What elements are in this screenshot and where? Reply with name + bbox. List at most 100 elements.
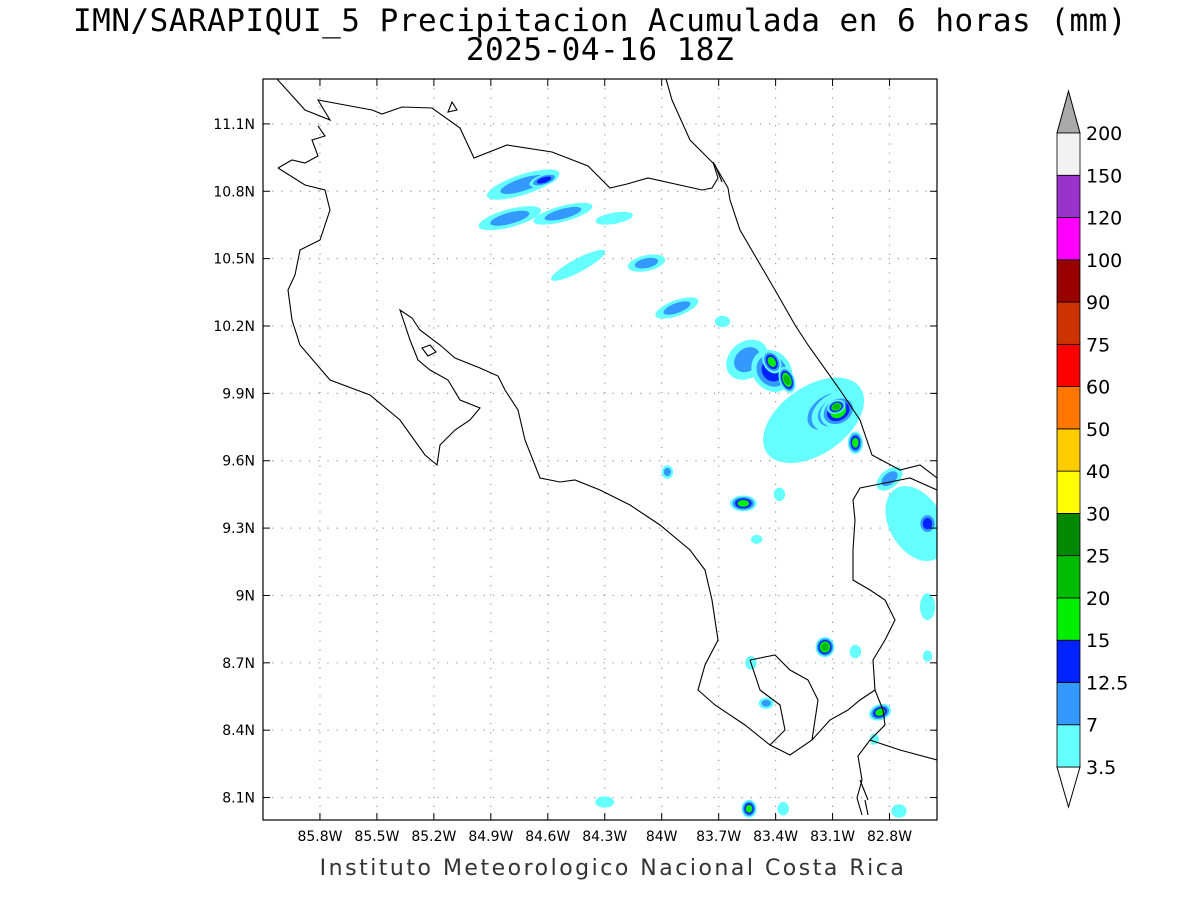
precip-cell (758, 697, 774, 709)
precip-cell (922, 650, 933, 662)
colorbar-swatch (1056, 597, 1081, 641)
panama-pacific-coast (869, 739, 937, 761)
colorbar-label: 90 (1086, 292, 1110, 314)
precip-contour (891, 804, 907, 818)
colorbar-swatch (1056, 513, 1081, 557)
precip-cell (847, 431, 863, 454)
precip-contour (745, 804, 753, 813)
lat-label: 10.5N (213, 252, 255, 268)
lon-label: 83.4W (753, 829, 798, 845)
precip-contour (551, 249, 606, 281)
precip-contour (777, 802, 789, 816)
lat-label: 9.6N (222, 454, 255, 470)
precip-cell (849, 644, 862, 659)
nicaragua-border (277, 125, 326, 169)
precip-cell (741, 799, 757, 818)
colorbar-label: 60 (1086, 377, 1110, 399)
precip-contour (737, 499, 750, 507)
precip-contour (595, 211, 633, 225)
precip-cell (750, 534, 763, 544)
lon-label: 83.1W (810, 829, 855, 845)
precip-cell (661, 465, 674, 479)
lon-label: 84.9W (468, 829, 513, 845)
colorbar-label: 7 (1086, 715, 1098, 737)
lake-island (447, 100, 458, 113)
colorbar-swatch (1056, 682, 1081, 726)
colorbar-under-arrow (1056, 766, 1081, 809)
precip-contour (821, 643, 829, 652)
nicoya-island (421, 344, 437, 357)
colorbar-swatch (1056, 259, 1081, 303)
precip-contour (761, 699, 771, 707)
colorbar-swatch (1056, 386, 1081, 430)
precip-cell (773, 487, 786, 502)
plot-frame (262, 78, 938, 821)
colorbar-swatch (1056, 343, 1081, 388)
precip-contour (750, 534, 763, 544)
colorbar-swatch (1056, 132, 1081, 176)
precip-cell (595, 211, 633, 225)
precip-contour (714, 315, 731, 328)
colorbar-label: 75 (1086, 334, 1110, 356)
map-title: IMN/SARAPIQUI_5 Precipitacion Acumulada … (73, 3, 1127, 39)
colorbar-label: 30 (1086, 503, 1110, 525)
lat-label: 9N (236, 588, 255, 604)
lat-label: 10.8N (213, 184, 255, 200)
coastline-borders (276, 79, 937, 816)
precip-cell (627, 254, 666, 272)
colorbar-swatch (1056, 301, 1081, 345)
precip-contour (922, 650, 933, 662)
lon-label: 84.6W (525, 829, 570, 845)
caribbean-coast (276, 79, 937, 479)
colorbar-label: 20 (1086, 588, 1110, 610)
lon-label: 82.8W (867, 829, 912, 845)
golfo-dulce (749, 654, 819, 746)
colorbar-swatch (1056, 217, 1081, 261)
precip-contour (490, 210, 530, 226)
precip-contour (634, 257, 659, 269)
colorbar-label: 3.5 (1086, 757, 1116, 779)
precip-cell (891, 804, 907, 818)
precip-cell (486, 169, 560, 200)
precip-cell (777, 802, 789, 816)
colorbar-label: 40 (1086, 461, 1110, 483)
map-gridlines (263, 79, 937, 820)
precip-contour (773, 487, 786, 502)
precip-contour (852, 437, 859, 448)
precip-cell (919, 593, 936, 621)
lat-label: 9.3N (222, 521, 255, 537)
precip-cell (478, 206, 542, 231)
colorbar-swatch (1056, 724, 1081, 768)
precip-cell (778, 366, 796, 393)
colorbar-over-arrow (1056, 89, 1081, 134)
lat-label: 11.1N (213, 117, 255, 133)
lat-label: 8.7N (222, 656, 255, 672)
map-axes: 11.1N 10.8N 10.5N 10.2N 9.9N 9.6N 9.3N 9N 8.7N 8.… (213, 79, 937, 845)
precip-cell (918, 512, 937, 535)
precip-cell (762, 350, 782, 374)
precip-cell (815, 637, 835, 658)
lat-label: 8.1N (222, 791, 255, 807)
lon-label: 85.5W (354, 829, 399, 845)
precip-contour (767, 356, 777, 367)
precip-contour (663, 301, 691, 315)
precip-cell (827, 399, 846, 414)
precip-cell (885, 486, 937, 562)
precip-contour (832, 403, 841, 410)
precip-cell (655, 297, 699, 319)
precip-contour (663, 467, 671, 477)
precip-contour (783, 374, 791, 386)
precip-contour (536, 176, 552, 184)
colorbar-swatch (1056, 639, 1081, 683)
colorbar-label: 12.5 (1086, 672, 1128, 694)
colorbar-label: 15 (1086, 630, 1110, 652)
precip-contour (919, 593, 936, 621)
colorbar-swatch (1056, 470, 1081, 514)
lon-label: 84.3W (582, 829, 627, 845)
precip-cell (533, 202, 593, 225)
lon-label: 83.7W (696, 829, 741, 845)
nicaragua-lake-coast (665, 79, 723, 183)
precip-cell (595, 796, 615, 808)
osa-south (859, 779, 869, 816)
